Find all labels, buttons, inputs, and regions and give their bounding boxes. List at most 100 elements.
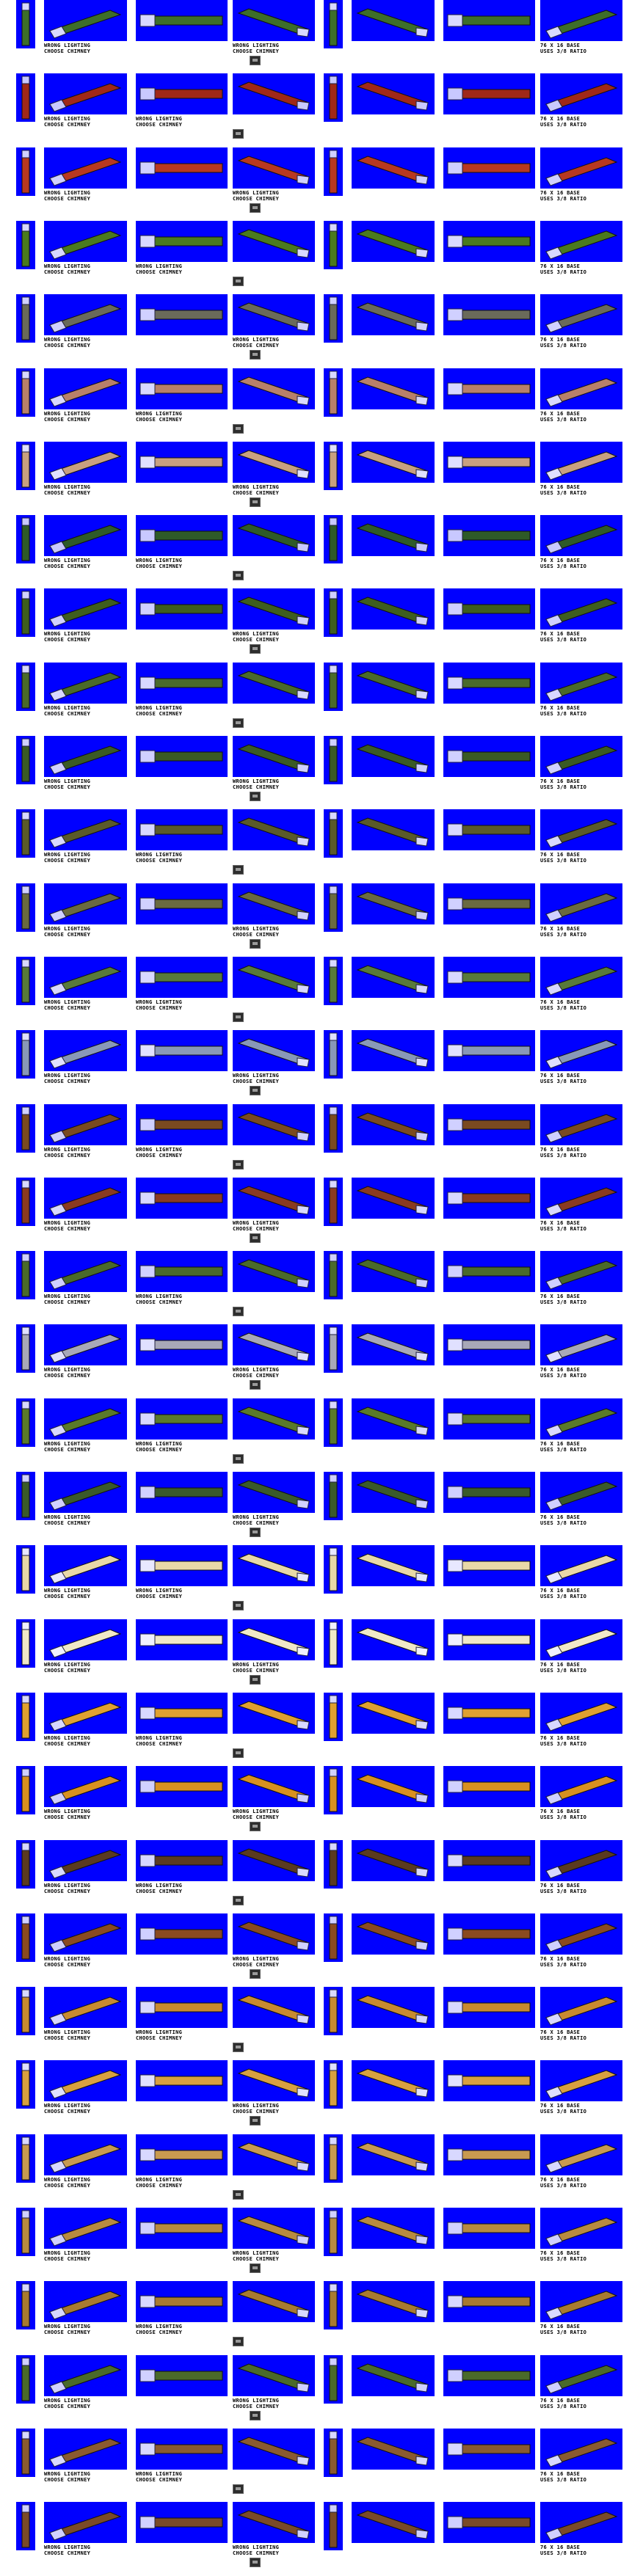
sprite-row: WRONG LIGHTING CHOOSE CHIMNEY WRONG LIGHTI… xyxy=(0,147,643,222)
sprite-cell xyxy=(44,663,127,736)
locomotive-sprite xyxy=(139,897,223,911)
sprite-cell xyxy=(540,588,622,662)
sprite-row: WRONG LIGHTING CHOOSE CHIMNEY WRONG LIGHTI… xyxy=(0,1178,643,1252)
caption-base-size: 76 X 16 BASE xyxy=(540,631,581,637)
chimney-icon xyxy=(250,1675,261,1685)
caption-base-ratio: USES 3/8 RATIO xyxy=(540,1079,587,1084)
chimney-icon xyxy=(233,865,244,875)
caption-base-ratio: USES 3/8 RATIO xyxy=(540,1373,587,1379)
locomotive-sprite xyxy=(447,1486,531,1499)
locomotive-sprite xyxy=(545,1408,618,1437)
locomotive-sprite xyxy=(48,2217,122,2247)
locomotive-sprite xyxy=(545,1996,618,2026)
sprite-cell xyxy=(324,73,343,147)
caption-choose-chimney: CHOOSE CHIMNEY xyxy=(136,1005,183,1011)
cab-shape xyxy=(447,1559,463,1572)
chimney-icon xyxy=(233,1748,244,1758)
sprite-cell xyxy=(233,588,315,662)
sprite-cell xyxy=(540,73,622,147)
locomotive-sprite xyxy=(356,1553,429,1583)
caption-choose-chimney: CHOOSE CHIMNEY xyxy=(136,1447,183,1453)
sprite-cell xyxy=(16,957,35,1030)
caption-choose-chimney: CHOOSE CHIMNEY xyxy=(44,2035,91,2041)
cab-shape xyxy=(139,1559,156,1572)
locomotive-sprite xyxy=(237,229,310,258)
sprite-cell xyxy=(443,1104,535,1178)
locomotive-sprite xyxy=(329,150,338,194)
caption-wrong-lighting: WRONG LIGHTING xyxy=(44,1147,91,1153)
sprite-cell xyxy=(16,2134,35,2208)
cab-shape xyxy=(21,1401,30,1409)
cab-shape xyxy=(447,2001,463,2014)
cab-shape xyxy=(329,1916,338,1924)
caption-choose-chimney: CHOOSE CHIMNEY xyxy=(233,196,280,202)
locomotive-sprite xyxy=(447,1338,531,1351)
sprite-cell xyxy=(44,2060,127,2134)
locomotive-sprite xyxy=(356,523,429,552)
sprite-cell xyxy=(16,1693,35,1766)
sprite-cell xyxy=(352,1398,435,1472)
caption-base-ratio: USES 3/8 RATIO xyxy=(540,490,587,496)
locomotive-sprite xyxy=(329,959,338,1003)
sprite-cell xyxy=(324,515,343,588)
locomotive-sprite xyxy=(329,1106,338,1150)
sprite-cell xyxy=(324,147,343,221)
locomotive-sprite xyxy=(48,1040,122,1069)
locomotive-sprite xyxy=(139,308,223,321)
sprite-cell xyxy=(324,663,343,736)
sprite-cell xyxy=(136,809,228,883)
cab-shape xyxy=(329,1401,338,1409)
sprite-cell xyxy=(540,736,622,809)
locomotive-sprite xyxy=(21,1180,30,1224)
locomotive-sprite xyxy=(48,525,122,554)
locomotive-sprite xyxy=(356,1112,429,1142)
cab-shape xyxy=(49,835,67,848)
chimney-icon xyxy=(233,718,244,728)
sprite-cell xyxy=(324,1251,343,1324)
cab-shape xyxy=(329,1547,338,1556)
sprite-cell xyxy=(324,1178,343,1251)
sprite-cell xyxy=(540,221,622,294)
locomotive-sprite xyxy=(48,745,122,775)
cab-shape xyxy=(447,1486,463,1499)
locomotive-sprite xyxy=(447,1044,531,1057)
locomotive-sprite xyxy=(237,2289,310,2318)
sprite-row: WRONG LIGHTING CHOOSE CHIMNEY WRONG LIGHTI… xyxy=(0,73,643,147)
cab-shape xyxy=(139,529,156,542)
sprite-cell xyxy=(16,1251,35,1324)
cab-shape xyxy=(297,2529,310,2539)
sprite-cell xyxy=(136,1987,228,2060)
cab-shape xyxy=(447,308,463,321)
sprite-cell xyxy=(443,221,535,294)
caption-choose-chimney: CHOOSE CHIMNEY xyxy=(44,2256,91,2262)
locomotive-sprite xyxy=(21,2504,30,2548)
caption-choose-chimney: CHOOSE CHIMNEY xyxy=(233,1962,280,1968)
sprite-cell xyxy=(233,515,315,588)
locomotive-sprite xyxy=(356,2216,429,2245)
cab-shape xyxy=(21,1327,30,1335)
cab-shape xyxy=(139,1927,156,1941)
sprite-cell xyxy=(443,1178,535,1251)
sprite-row: WRONG LIGHTING CHOOSE CHIMNEY WRONG LIGHTI… xyxy=(0,2502,643,2576)
cab-shape xyxy=(447,235,463,248)
cab-shape xyxy=(545,762,563,775)
locomotive-sprite xyxy=(545,2217,618,2247)
cab-shape xyxy=(545,614,563,627)
cab-shape xyxy=(297,101,310,111)
chimney-icon xyxy=(233,2337,244,2346)
locomotive-sprite xyxy=(329,2062,338,2106)
locomotive-sprite xyxy=(356,81,429,111)
sprite-cell xyxy=(352,294,435,368)
sprite-cell xyxy=(233,2502,315,2575)
locomotive-sprite xyxy=(329,1253,338,1297)
chimney-icon xyxy=(233,2190,244,2200)
locomotive-sprite xyxy=(48,230,122,260)
sprite-cell xyxy=(324,1840,343,1913)
locomotive-sprite xyxy=(447,1633,531,1646)
sprite-cell xyxy=(352,1619,435,1693)
locomotive-sprite xyxy=(139,1780,223,1793)
caption-choose-chimney: CHOOSE CHIMNEY xyxy=(233,2404,280,2409)
locomotive-sprite xyxy=(139,235,223,248)
cab-shape xyxy=(49,982,67,996)
locomotive-sprite xyxy=(447,14,531,27)
